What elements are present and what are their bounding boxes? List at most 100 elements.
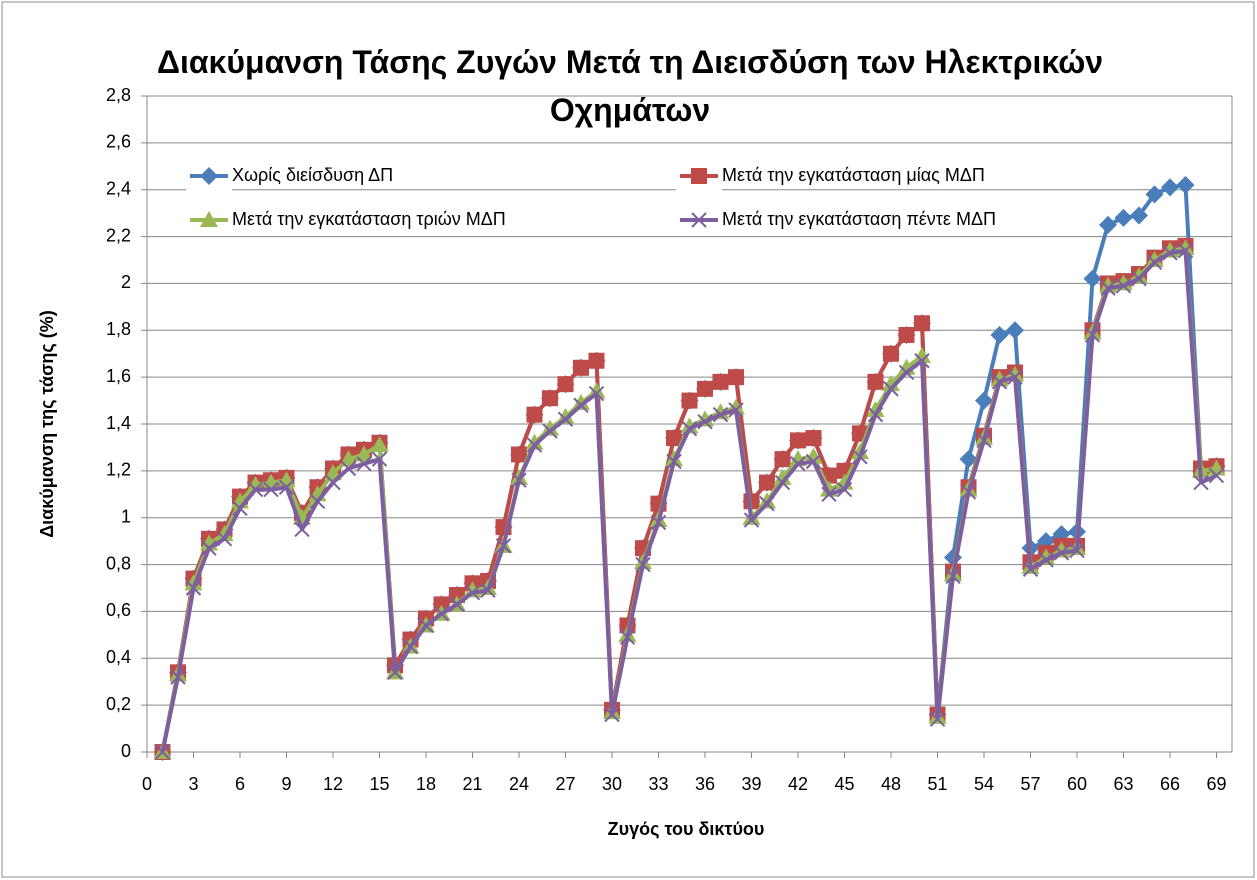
point (898, 364, 915, 381)
point (650, 514, 667, 531)
y-tick-label: 0,8 (106, 553, 131, 573)
point (1176, 176, 1195, 195)
x-tick-label: 9 (281, 774, 291, 794)
x-tick-label: 24 (509, 774, 529, 794)
point (215, 525, 234, 542)
point (883, 381, 899, 397)
point (697, 413, 713, 430)
y-tick-label: 0,2 (106, 694, 131, 714)
x-tick-label: 33 (648, 774, 668, 794)
x-tick-label: 66 (1160, 774, 1180, 794)
point (340, 460, 357, 477)
x-tick-label: 63 (1113, 774, 1133, 794)
legend-marker (691, 168, 707, 184)
point (867, 406, 884, 423)
y-tick-label: 1,8 (106, 319, 131, 339)
x-axis-title: Ζυγός του δικτύου (608, 819, 765, 839)
point (712, 406, 729, 423)
point (867, 373, 884, 390)
point (573, 359, 589, 376)
x-tick-label: 18 (416, 774, 436, 794)
x-tick-label: 27 (555, 774, 575, 794)
x-tick-label: 39 (741, 774, 761, 794)
point (882, 375, 900, 392)
point (836, 481, 853, 498)
legend-label: Μετά την εγκατάσταση μίας ΜΔΠ (722, 165, 985, 185)
x-tick-label: 48 (881, 774, 901, 794)
point (914, 353, 930, 369)
x-tick-label: 36 (695, 774, 715, 794)
x-tick-label: 15 (369, 774, 389, 794)
point (263, 481, 279, 498)
point (557, 376, 574, 393)
point (371, 451, 388, 467)
point (635, 556, 651, 573)
point (387, 664, 403, 681)
point (525, 433, 544, 450)
point (1131, 271, 1147, 287)
y-tick-label: 2,8 (106, 85, 131, 105)
y-tick-label: 0 (121, 741, 131, 761)
point (588, 385, 605, 402)
point (773, 468, 792, 485)
point (712, 373, 729, 390)
point (1100, 280, 1116, 296)
x-tick-label: 30 (602, 774, 622, 794)
point (790, 456, 806, 472)
point (247, 481, 264, 498)
point (866, 400, 885, 417)
x-tick-label: 51 (927, 774, 947, 794)
x-tick-label: 60 (1067, 774, 1087, 794)
point (511, 472, 527, 488)
y-tick-label: 2,6 (106, 132, 131, 152)
point (680, 417, 699, 434)
point (681, 420, 698, 437)
x-tick-label: 3 (188, 774, 198, 794)
point (805, 430, 822, 447)
point (216, 531, 233, 547)
point (728, 369, 744, 386)
legend-label: Μετά την εγκατάσταση πέντε ΜΔΠ (722, 209, 996, 229)
point (1084, 327, 1101, 343)
point (418, 617, 434, 634)
point (557, 411, 574, 428)
point (1099, 215, 1117, 234)
point (805, 453, 822, 470)
point (526, 437, 543, 453)
point (1145, 185, 1164, 204)
point (201, 540, 217, 556)
x-tick-label: 21 (462, 774, 482, 794)
point (1115, 278, 1132, 294)
y-axis-title: Διακύμανση της τάσης (%) (37, 310, 57, 538)
x-tick-label: 69 (1206, 774, 1226, 794)
point (852, 449, 868, 465)
point (790, 432, 806, 449)
x-tick-label: 45 (834, 774, 854, 794)
point (728, 402, 744, 418)
point (976, 432, 992, 449)
point (959, 450, 978, 469)
point (370, 436, 389, 453)
y-tick-label: 1 (121, 506, 131, 526)
point (697, 380, 713, 397)
point (154, 744, 171, 760)
point (1208, 467, 1225, 484)
y-tick-label: 2 (121, 272, 131, 292)
point (309, 493, 326, 510)
point (294, 521, 310, 538)
point (1177, 242, 1194, 259)
point (991, 374, 1008, 390)
point (821, 486, 837, 502)
point (1193, 474, 1209, 491)
point (170, 669, 186, 685)
y-tick-label: 2,2 (106, 225, 131, 245)
point (1038, 552, 1054, 568)
point (278, 479, 295, 495)
point (356, 456, 372, 472)
legend-label: Μετά την εγκατάσταση τριών ΜΔΠ (232, 209, 506, 229)
point (914, 315, 930, 332)
point (619, 629, 636, 645)
point (1007, 369, 1023, 385)
point (556, 407, 575, 424)
